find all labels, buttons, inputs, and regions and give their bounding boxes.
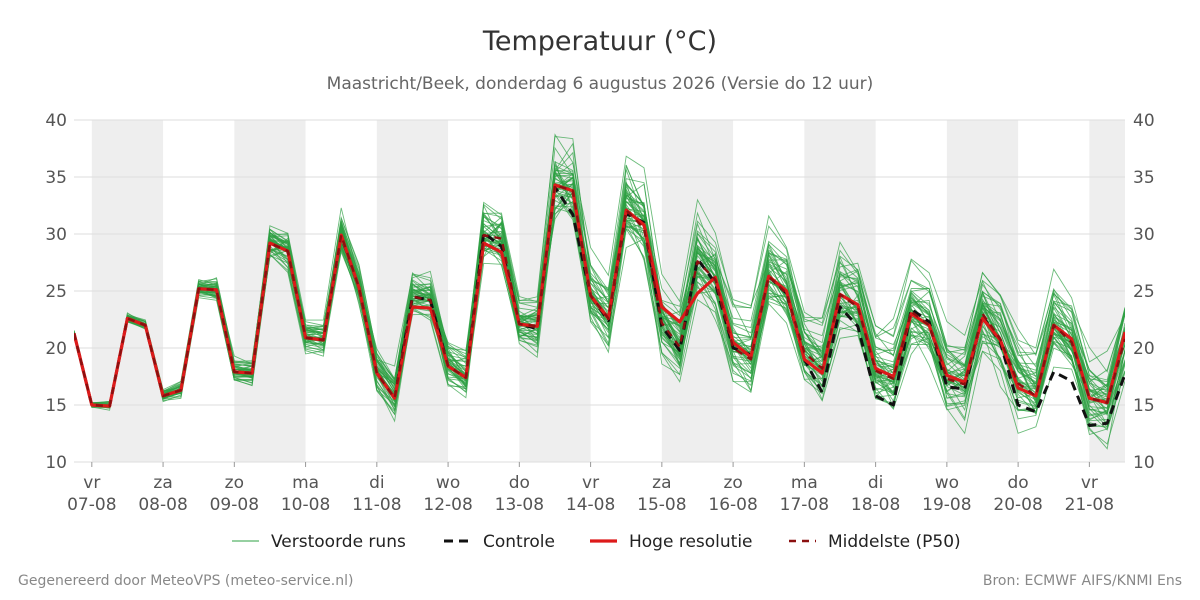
x-tick-date: 19-08	[922, 495, 971, 515]
ensemble-run-line	[74, 193, 1125, 445]
x-tick-weekday: di	[369, 473, 385, 493]
main-series	[74, 183, 1125, 427]
ensemble-run-line	[74, 133, 1125, 405]
ensemble-run-line	[74, 178, 1125, 407]
legend-label-median: Middelste (P50)	[828, 532, 961, 552]
legend-label-control: Controle	[483, 532, 555, 552]
x-tick-weekday: do	[1008, 473, 1029, 493]
ensemble-run-line	[74, 193, 1125, 423]
x-tick-weekday: za	[652, 473, 671, 493]
x-tick-weekday: di	[868, 473, 884, 493]
x-tick-weekday: zo	[225, 473, 244, 493]
legend-label-ensemble: Verstoorde runs	[271, 532, 406, 552]
ensemble-run-line	[74, 155, 1125, 404]
x-tick-weekday: za	[153, 473, 172, 493]
y-tick-label: 35	[45, 168, 67, 188]
x-tick-weekday: vr	[582, 473, 599, 493]
grid-lines	[74, 119, 1125, 463]
x-tick-date: 08-08	[138, 495, 187, 515]
x-tick-weekday: vr	[83, 473, 100, 493]
x-tick-date: 14-08	[566, 495, 615, 515]
footer-source: Bron: ECMWF AIFS/KNMI Ens	[982, 573, 1182, 589]
y-tick-label: 30	[1133, 225, 1155, 245]
y-tick-label: 15	[45, 396, 67, 416]
x-tick-date: 21-08	[1065, 495, 1114, 515]
y-tick-label: 10	[45, 453, 67, 473]
y-tick-label: 40	[45, 111, 67, 131]
chart-title: Temperatuur (°C)	[482, 26, 717, 57]
x-tick-weekday: wo	[935, 473, 959, 493]
x-tick-date: 07-08	[67, 495, 116, 515]
y-tick-label: 20	[1133, 339, 1155, 359]
footer-credit: Gegenereerd door MeteoVPS (meteo-service…	[18, 573, 354, 589]
x-axis: vr07-08za08-08zo09-08ma10-08di11-08wo12-…	[67, 462, 1114, 515]
legend: Verstoorde runs Controle Hoge resolutie Mid…	[232, 532, 961, 552]
legend-label-high-res: Hoge resolutie	[629, 532, 753, 552]
x-tick-weekday: zo	[723, 473, 742, 493]
x-tick-date: 18-08	[851, 495, 900, 515]
x-tick-date: 15-08	[637, 495, 686, 515]
x-tick-date: 16-08	[708, 495, 757, 515]
y-tick-label: 25	[1133, 282, 1155, 302]
y-tick-label: 20	[45, 339, 67, 359]
y-tick-label: 10	[1133, 453, 1155, 473]
x-tick-weekday: ma	[791, 473, 818, 493]
y-tick-label: 30	[45, 225, 67, 245]
x-tick-weekday: vr	[1081, 473, 1098, 493]
y-tick-label: 25	[45, 282, 67, 302]
y-tick-label: 35	[1133, 168, 1155, 188]
x-tick-weekday: do	[509, 473, 530, 493]
y-tick-label: 40	[1133, 111, 1155, 131]
x-tick-date: 13-08	[495, 495, 544, 515]
y-tick-label: 15	[1133, 396, 1155, 416]
x-tick-date: 20-08	[993, 495, 1042, 515]
chart-subtitle: Maastricht/Beek, donderdag 6 augustus 20…	[327, 74, 874, 94]
x-tick-weekday: wo	[436, 473, 460, 493]
x-tick-date: 09-08	[210, 495, 259, 515]
median-series-line	[74, 183, 1125, 408]
y-axis-left: 10 15 20 25 30 35 40	[45, 111, 67, 473]
x-tick-weekday: ma	[292, 473, 319, 493]
x-tick-date: 10-08	[281, 495, 330, 515]
x-tick-date: 11-08	[352, 495, 401, 515]
y-axis-right: 10 15 20 25 30 35 40	[1133, 111, 1155, 473]
x-tick-date: 12-08	[423, 495, 472, 515]
x-tick-date: 17-08	[780, 495, 829, 515]
